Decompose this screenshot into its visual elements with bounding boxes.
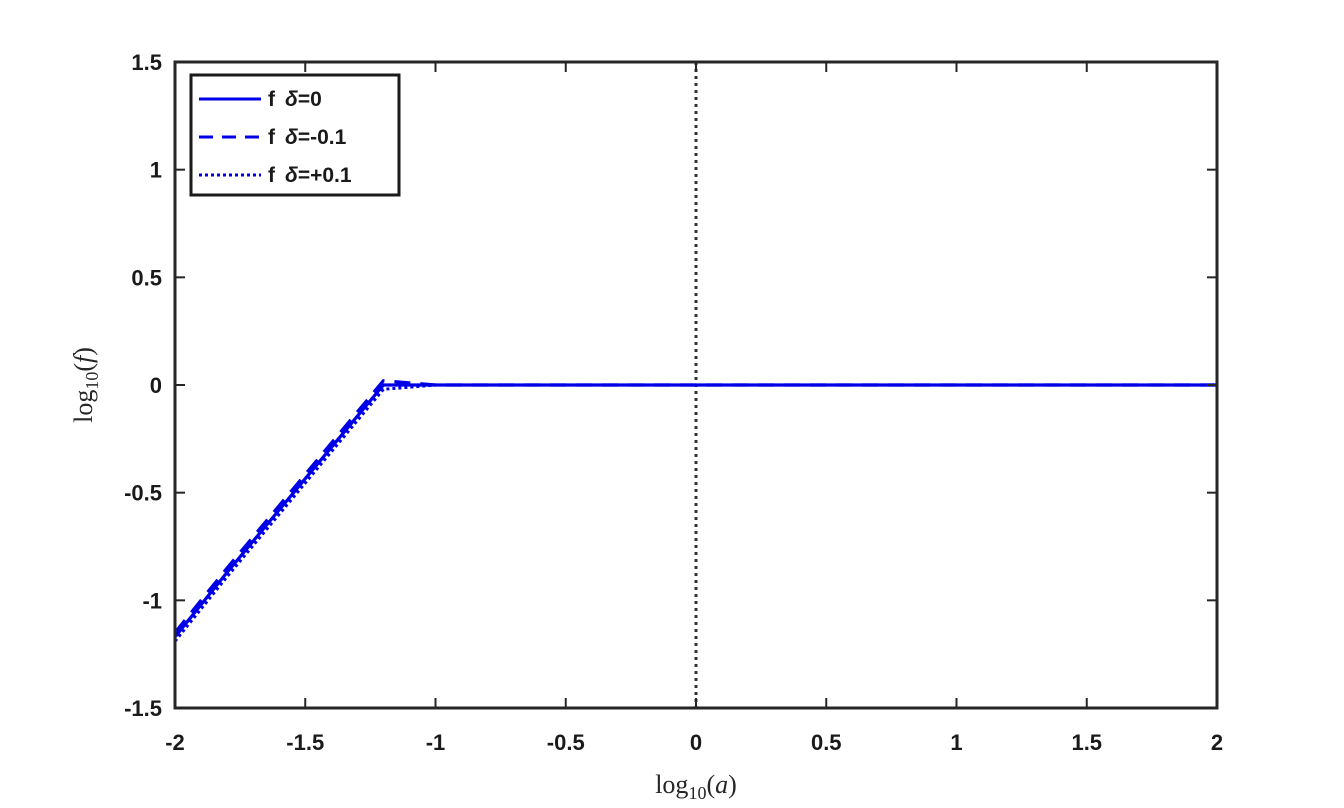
x-tick-labels: -2 -1.5 -1 -0.5 0 0.5 1 1.5 2 [165,730,1223,755]
y-axis-label-open: ( [69,363,98,372]
x-tick-label: -2 [165,730,185,755]
x-axis-label-var: a [715,770,728,799]
x-axis-label-sub: 10 [688,783,706,803]
y-tick-label: 0.5 [131,265,162,290]
x-axis-label-open: ( [706,770,715,799]
series-layer [173,379,1217,643]
y-tick-label: 1.5 [131,50,162,75]
x-tick-label: 0 [690,730,702,755]
y-tick-label: 0 [150,373,162,398]
x-tick-label: -0.5 [547,730,585,755]
series-line-dotted [173,383,1217,643]
x-tick-label: -1 [426,730,446,755]
legend-entry-3: f δ=+0.1 [268,164,352,187]
x-axis-label-close: ) [728,770,737,799]
series-line-dashed [173,379,1217,634]
y-tick-labels: -1.5 -1 -0.5 0 0.5 1 1.5 [124,50,162,721]
x-tick-label: 2 [1211,730,1223,755]
x-tick-label: 1.5 [1071,730,1102,755]
y-tick-label: -1.5 [124,696,162,721]
legend: f δ=0 f δ=-0.1 f δ=+0.1 [189,73,401,197]
y-tick-label: -0.5 [124,481,162,506]
y-tick-label: -1 [142,588,162,613]
y-axis-label-sub: 10 [82,372,102,390]
x-axis-label: log10(a) [655,770,737,803]
plot-frame [173,60,1219,710]
y-axis-label: log10(f) [69,347,102,423]
y-axis-label-var: f [69,352,98,363]
x-tick-label: 0.5 [811,730,842,755]
legend-entry-1: f δ=0 [268,88,322,111]
x-tick-label: -1.5 [286,730,324,755]
y-tick-label: 1 [150,158,162,183]
x-axis-label-log: log [655,770,688,799]
x-tick-label: 1 [950,730,962,755]
legend-entry-2: f δ=-0.1 [268,126,347,149]
y-axis-label-log: log [69,390,98,423]
y-axis-label-close: ) [69,347,98,356]
